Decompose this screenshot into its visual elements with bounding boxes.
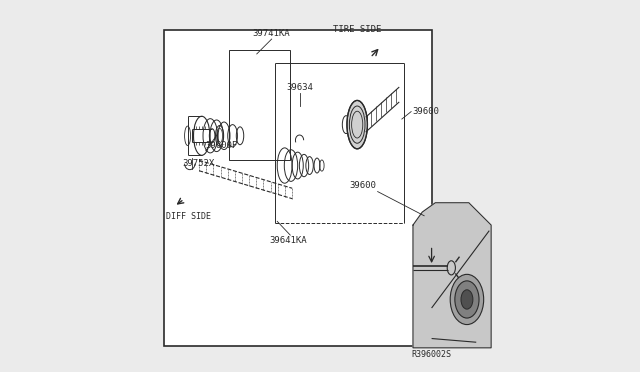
Ellipse shape (455, 281, 479, 318)
Text: DIFF SIDE: DIFF SIDE (166, 212, 211, 221)
Text: 39741KA: 39741KA (253, 29, 291, 38)
Bar (229, 50, 291, 160)
Ellipse shape (347, 100, 367, 149)
Text: 39600: 39600 (412, 107, 439, 116)
Text: R396002S: R396002S (411, 350, 451, 359)
Bar (164, 30, 431, 346)
Bar (164, 30, 431, 346)
Text: 39600F: 39600F (206, 141, 238, 150)
Ellipse shape (461, 290, 473, 309)
Polygon shape (413, 203, 491, 348)
Text: 39641KA: 39641KA (269, 236, 307, 245)
Ellipse shape (450, 275, 484, 324)
Text: TIRE SIDE: TIRE SIDE (333, 25, 381, 34)
Text: 39752X: 39752X (182, 159, 214, 168)
Text: 39634: 39634 (286, 83, 313, 92)
Text: 39600: 39600 (349, 182, 376, 190)
